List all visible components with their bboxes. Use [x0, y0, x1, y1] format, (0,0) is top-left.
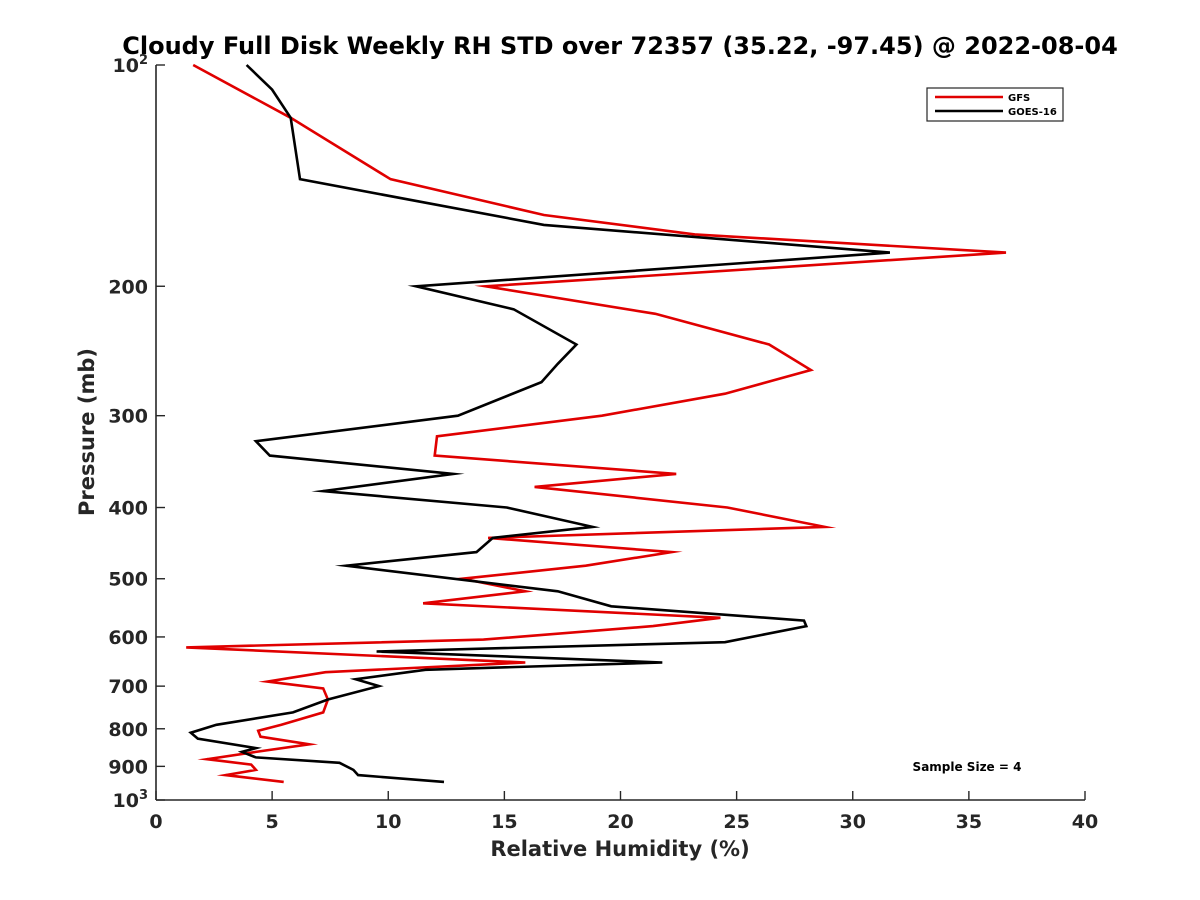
y-tick-label: 600 [108, 627, 148, 649]
x-tick-label: 10 [375, 811, 401, 833]
legend: GFS GOES-16 [926, 87, 1064, 122]
series-line-goes-16 [188, 64, 891, 784]
plot-area: 0 5 10 15 20 25 30 35 40 102 200 300 400 500 600 700 800… [108, 53, 1098, 833]
y-tick-label: 800 [108, 719, 148, 741]
legend-label: GOES-16 [1008, 107, 1057, 118]
x-tick-label: 0 [149, 811, 162, 833]
x-tick-label: 40 [1072, 811, 1098, 833]
y-tick-label: 102 [113, 53, 149, 77]
x-tick-label: 5 [266, 811, 279, 833]
chart-title: Cloudy Full Disk Weekly RH STD over 7235… [122, 32, 1118, 60]
x-tick-label: 15 [491, 811, 517, 833]
x-tick-label: 25 [723, 811, 749, 833]
y-tick-label: 700 [108, 676, 148, 698]
legend-label: GFS [1008, 93, 1030, 104]
x-tick-label: 30 [840, 811, 866, 833]
y-axis-label: Pressure (mb) [75, 348, 99, 516]
legend-box [926, 87, 1064, 122]
series-line-gfs [186, 63, 1007, 784]
y-tick-label: 400 [108, 498, 148, 520]
y-tick-label: 500 [108, 569, 148, 591]
y-tick-label: 900 [108, 756, 148, 778]
y-tick-label: 200 [108, 276, 148, 298]
y-tick-label: 300 [108, 406, 148, 428]
sample-size-annotation: Sample Size = 4 [913, 760, 1022, 774]
x-axis-label: Relative Humidity (%) [490, 837, 749, 861]
x-tick-label: 20 [607, 811, 633, 833]
y-tick-label: 103 [113, 788, 149, 812]
x-tick-label: 35 [956, 811, 982, 833]
